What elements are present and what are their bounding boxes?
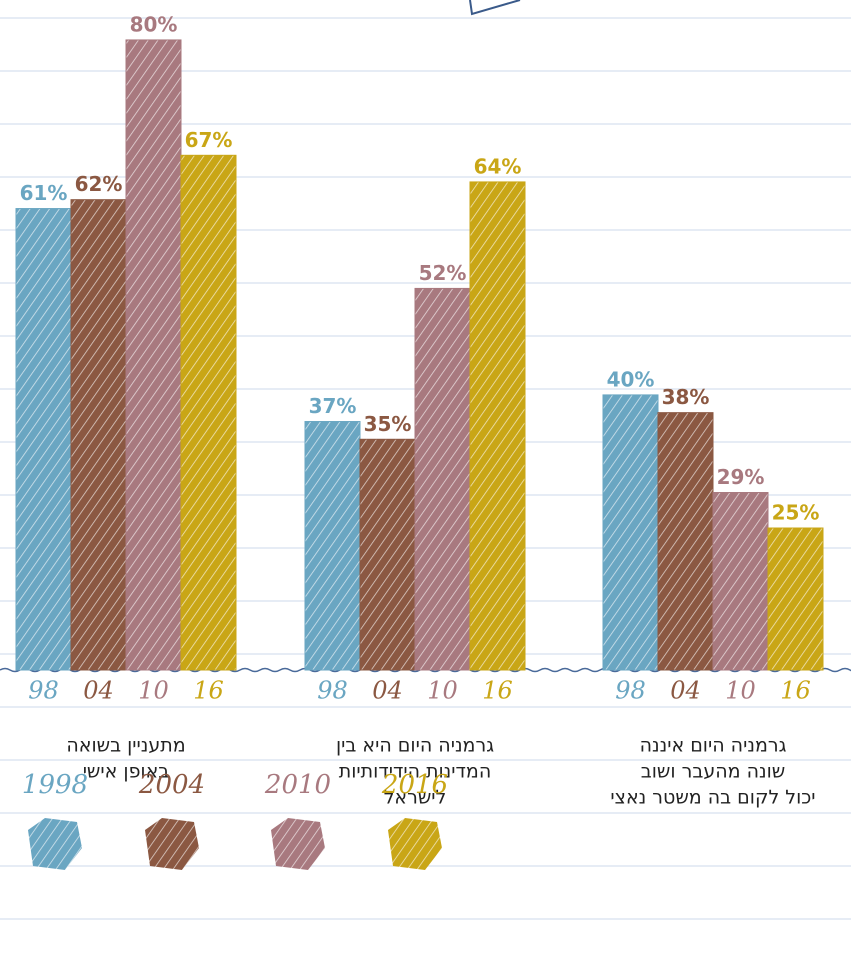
category-label: גרמניה היום איננה xyxy=(640,735,787,757)
bar-tick-label: 10 xyxy=(138,677,169,705)
value-label: 62% xyxy=(75,172,123,196)
bar xyxy=(767,527,824,671)
bar-tick-label: 10 xyxy=(725,677,756,705)
legend-swatch xyxy=(28,818,82,870)
legend-label: 1998 xyxy=(22,770,88,800)
bar-tick-label: 16 xyxy=(193,677,224,705)
bar xyxy=(125,39,182,671)
bar xyxy=(602,394,659,671)
bar xyxy=(15,208,72,671)
bar-tick-label: 10 xyxy=(427,677,458,705)
bar xyxy=(657,412,714,671)
bar-tick-label: 04 xyxy=(372,677,403,705)
legend-label: 2016 xyxy=(381,770,448,800)
value-label: 52% xyxy=(419,261,467,285)
bar-tick-label: 04 xyxy=(670,677,701,705)
legend-swatch xyxy=(145,818,199,870)
bar xyxy=(304,421,361,671)
doodle xyxy=(469,0,521,16)
category-label: המדינות הידידותיות xyxy=(339,761,491,783)
bar xyxy=(180,154,237,671)
category-label: מתעניין בשואה xyxy=(66,735,185,757)
bar-tick-label: 98 xyxy=(615,677,646,705)
category-label: באופן אישי xyxy=(83,761,170,783)
legend-swatch xyxy=(388,818,442,870)
bar-tick-label: 98 xyxy=(317,677,348,705)
value-label: 64% xyxy=(474,154,522,178)
value-label: 61% xyxy=(20,181,68,205)
value-label: 67% xyxy=(185,128,233,152)
bar-tick-label: 04 xyxy=(83,677,114,705)
bar xyxy=(469,181,526,671)
category-label: שונה מהעבר ושוב xyxy=(641,761,785,783)
value-label: 29% xyxy=(717,465,765,489)
bar xyxy=(414,287,471,671)
bar-tick-label: 16 xyxy=(780,677,811,705)
value-label: 37% xyxy=(309,394,357,418)
value-label: 25% xyxy=(772,501,820,525)
bar xyxy=(359,438,416,671)
legend-label: 2004 xyxy=(138,770,205,800)
category-label: גרמניה היום היא בין xyxy=(336,735,494,757)
bar-tick-label: 16 xyxy=(482,677,513,705)
value-label: 40% xyxy=(607,367,655,391)
bar xyxy=(70,199,127,671)
value-label: 38% xyxy=(662,385,710,409)
value-label: 80% xyxy=(130,12,178,36)
bar-tick-label: 98 xyxy=(28,677,59,705)
category-label: יכול לקום בה משטר נאצי xyxy=(610,787,815,809)
category-label: לישראל xyxy=(384,787,447,809)
value-label: 35% xyxy=(364,412,412,436)
legend-label: 2010 xyxy=(264,770,331,800)
legend-swatch xyxy=(271,818,325,870)
bar xyxy=(712,492,769,671)
